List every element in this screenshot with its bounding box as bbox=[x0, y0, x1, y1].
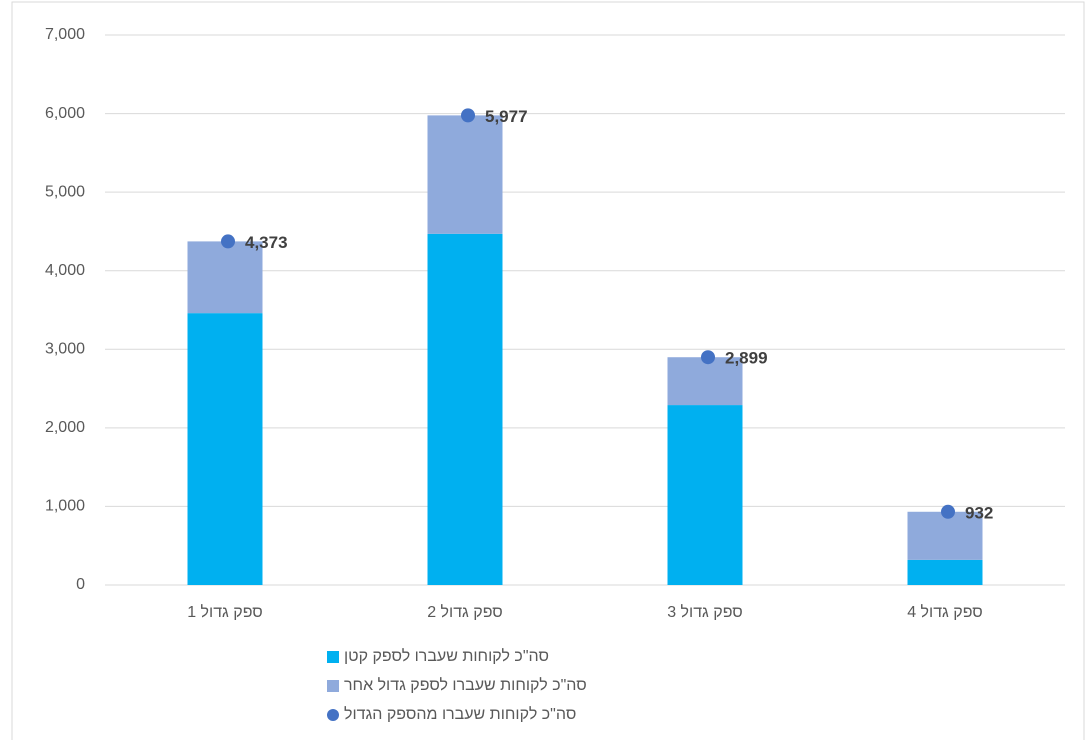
data-label: 5,977 bbox=[485, 107, 528, 126]
bar-segment bbox=[187, 241, 263, 314]
bar-segment bbox=[667, 357, 743, 406]
x-tick-label: ספק גדול 3 bbox=[667, 603, 743, 621]
bar-segment bbox=[427, 233, 503, 586]
bar-segment bbox=[907, 511, 983, 560]
y-tick-label: 3,000 bbox=[45, 341, 85, 358]
data-label: 4,373 bbox=[245, 233, 288, 252]
data-label: 932 bbox=[965, 503, 993, 522]
y-tick-label: 7,000 bbox=[45, 26, 85, 43]
chart-border bbox=[11, 1, 1085, 740]
data-label: 2,899 bbox=[725, 349, 768, 368]
legend-marker bbox=[327, 680, 339, 692]
total-dot bbox=[701, 350, 715, 365]
bar-segment bbox=[667, 405, 743, 585]
legend-marker bbox=[327, 651, 339, 663]
x-tick-label: ספק גדול 4 bbox=[907, 603, 983, 621]
bar-segment bbox=[187, 313, 263, 585]
legend-label: סה"כ לקוחות שעברו מהספק הגדול bbox=[344, 705, 576, 723]
total-dot bbox=[221, 234, 235, 249]
x-tick-label: ספק גדול 2 bbox=[427, 603, 503, 621]
y-tick-label: 2,000 bbox=[45, 419, 85, 436]
total-dot bbox=[941, 504, 955, 519]
y-tick-label: 6,000 bbox=[45, 105, 85, 122]
legend-label: סה"כ לקוחות שעברו לספק קטן bbox=[344, 647, 549, 665]
legend-label: סה"כ לקוחות שעברו לספק גדול אחר bbox=[344, 676, 587, 694]
y-tick-label: 4,000 bbox=[45, 262, 85, 279]
y-tick-label: 1,000 bbox=[45, 498, 85, 515]
y-tick-label: 0 bbox=[76, 576, 85, 593]
bar-segment bbox=[907, 559, 983, 585]
bar-segment bbox=[427, 115, 503, 234]
y-tick-label: 5,000 bbox=[45, 183, 85, 200]
total-dot bbox=[461, 108, 475, 123]
legend-marker bbox=[327, 709, 339, 721]
x-tick-label: ספק גדול 1 bbox=[187, 603, 263, 621]
